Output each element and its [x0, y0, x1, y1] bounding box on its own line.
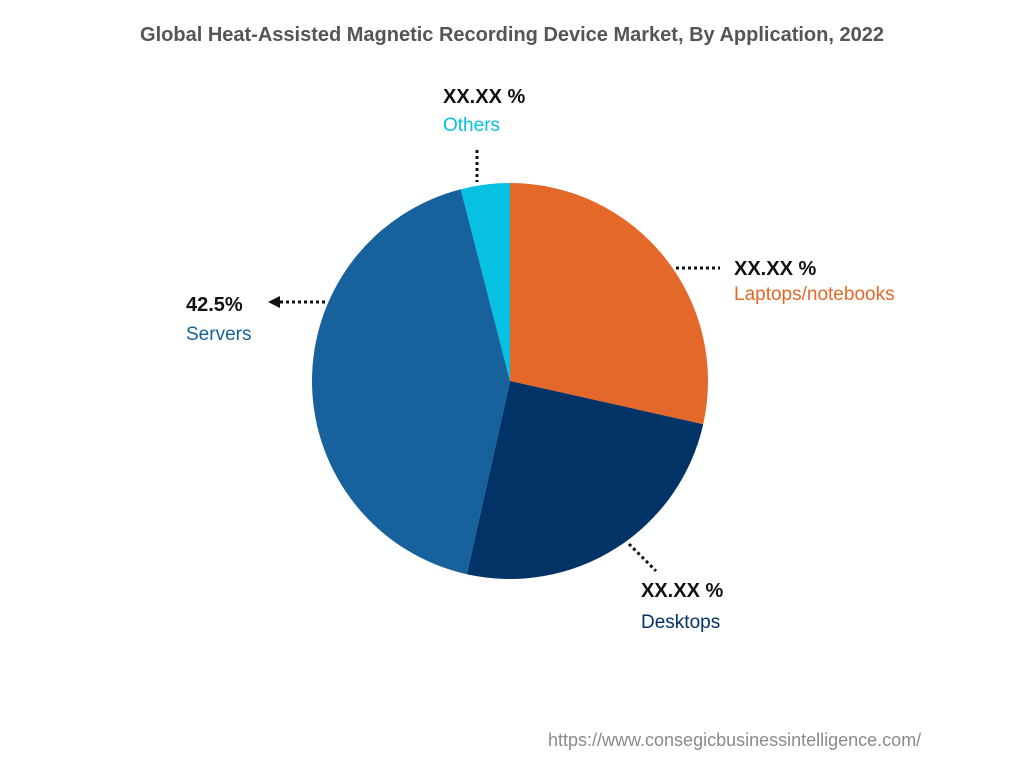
leader-arrow-servers [268, 296, 280, 308]
source-url[interactable]: https://www.consegicbusinessintelligence… [548, 730, 922, 750]
pie-slice-desktops [466, 381, 704, 579]
slice-name-label-desktops: Desktops [641, 612, 721, 633]
pie-slice-servers [311, 189, 510, 575]
slice-name-label-others: Others [443, 115, 501, 136]
pie-slice-laptops-notebooks [510, 183, 708, 425]
slice-value-label-servers: 42.5% [186, 294, 243, 316]
leader-line-desktops [627, 542, 658, 573]
chart-title: Global Heat-Assisted Magnetic Recording … [140, 24, 884, 46]
slice-value-label-laptops: XX.XX % [734, 258, 817, 280]
slice-value-label-desktops: XX.XX % [641, 580, 724, 602]
slice-value-label-others: XX.XX % [443, 86, 526, 108]
slice-name-label-laptops: Laptops/notebooks [734, 284, 895, 305]
pie-slice-others [460, 183, 510, 381]
slice-name-label-servers: Servers [186, 324, 252, 345]
